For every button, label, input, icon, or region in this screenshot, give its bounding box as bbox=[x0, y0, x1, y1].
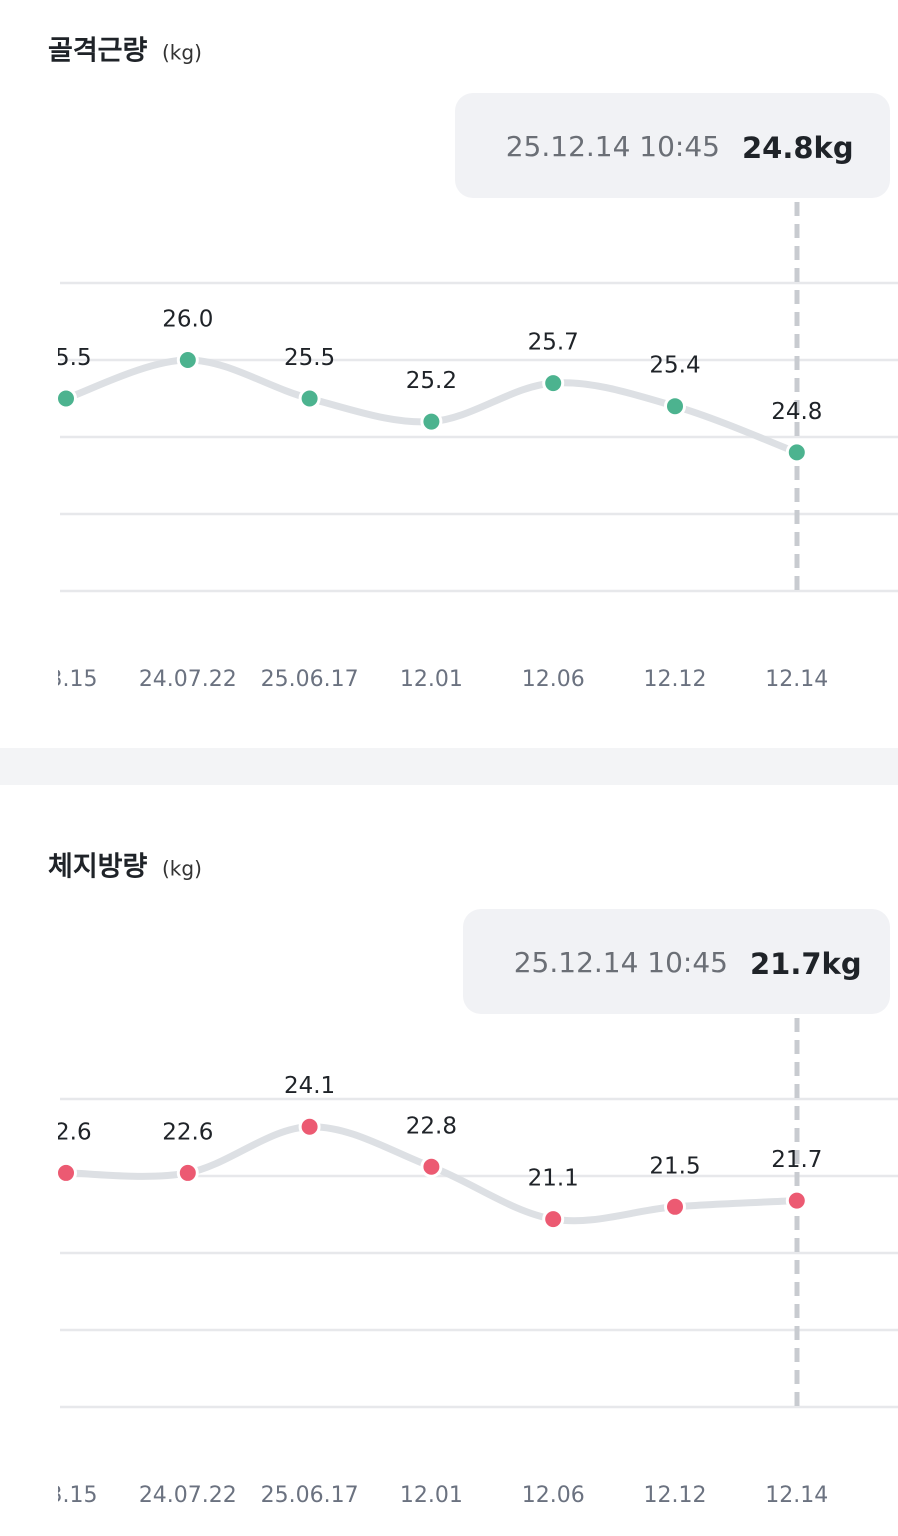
tooltip-value: 21.7kg bbox=[750, 947, 862, 981]
value-label: 21.7 bbox=[771, 1147, 822, 1173]
data-point bbox=[785, 441, 808, 464]
value-label: 25.5 bbox=[284, 345, 335, 371]
data-point bbox=[176, 349, 199, 371]
x-tick-label: 12.12 bbox=[644, 1483, 707, 1508]
x-tick-label: 12.14 bbox=[765, 667, 828, 692]
value-label: 26.0 bbox=[162, 307, 213, 333]
data-point bbox=[664, 1195, 686, 1218]
data-point bbox=[58, 1161, 77, 1184]
value-label: 22.6 bbox=[162, 1119, 213, 1145]
value-label: 25.7 bbox=[528, 330, 579, 356]
data-point bbox=[542, 372, 565, 395]
tooltip-box bbox=[463, 909, 890, 1014]
chart-title: 체지방량 bbox=[48, 852, 148, 883]
chart-unit: (kg) bbox=[162, 857, 202, 881]
x-tick-label: 12.01 bbox=[400, 667, 463, 692]
tooltip-time: 25.12.14 10:45 bbox=[514, 946, 728, 979]
chart-unit: (kg) bbox=[162, 41, 202, 65]
card bbox=[0, 785, 898, 1536]
value-label: 24.8 bbox=[771, 399, 822, 425]
value-label: 21.1 bbox=[528, 1166, 579, 1192]
plot: 03.15 24.07.22 25.06.17 12.01 12.06 12.12 12.1… bbox=[35, 1073, 828, 1508]
value-label: 22.8 bbox=[406, 1113, 457, 1139]
data-point bbox=[785, 1189, 808, 1212]
data-point bbox=[298, 387, 321, 410]
value-label: 25.4 bbox=[649, 353, 700, 379]
tooltip-value: 24.8kg bbox=[742, 131, 854, 165]
x-tick-label: 12.06 bbox=[522, 667, 585, 692]
value-label: 25.2 bbox=[406, 368, 457, 394]
data-point bbox=[664, 395, 686, 418]
value-label: 22.6 bbox=[40, 1119, 91, 1145]
x-tick-label: 25.06.17 bbox=[261, 1483, 359, 1508]
value-label: 25.5 bbox=[40, 345, 91, 371]
data-point bbox=[542, 1208, 565, 1231]
x-tick-label: 12.01 bbox=[400, 1483, 463, 1508]
data-point bbox=[58, 387, 77, 410]
tooltip-box bbox=[455, 93, 890, 198]
x-tick-label: 03.15 bbox=[35, 1483, 98, 1508]
x-tick-label: 12.12 bbox=[644, 667, 707, 692]
tooltip-time: 25.12.14 10:45 bbox=[506, 130, 720, 163]
x-tick-label: 24.07.22 bbox=[139, 1483, 237, 1508]
x-tick-label: 24.07.22 bbox=[139, 667, 237, 692]
value-label: 21.5 bbox=[649, 1153, 700, 1179]
x-tick-label: 12.14 bbox=[765, 1483, 828, 1508]
x-tick-label: 25.06.17 bbox=[261, 667, 359, 692]
x-tick-label: 12.06 bbox=[522, 1483, 585, 1508]
plot: 03.15 24.07.22 25.06.17 12.01 12.06 12.12 12.1… bbox=[35, 307, 828, 692]
value-label: 24.1 bbox=[284, 1073, 335, 1099]
data-point bbox=[420, 410, 443, 433]
data-point bbox=[420, 1155, 443, 1178]
data-point bbox=[298, 1115, 321, 1138]
data-point bbox=[176, 1161, 199, 1184]
x-tick-label: 03.15 bbox=[35, 667, 98, 692]
chart-title: 골격근량 bbox=[48, 36, 148, 67]
